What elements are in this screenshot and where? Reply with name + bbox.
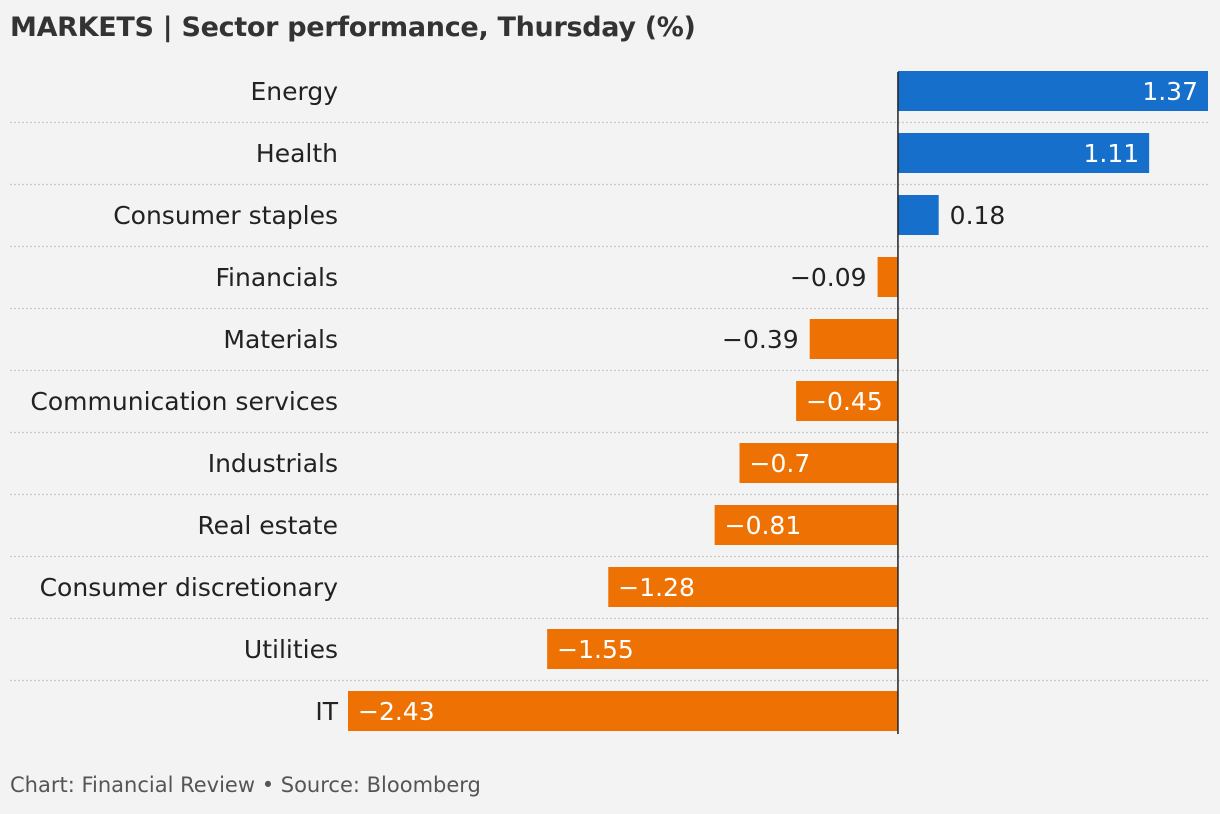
bar-positive — [897, 133, 1150, 173]
bar-negative — [877, 257, 898, 297]
bar-negative — [739, 443, 898, 483]
category-label: IT — [315, 697, 338, 726]
bar-negative — [796, 381, 898, 421]
bar-value-label: −2.43 — [358, 697, 435, 726]
category-label: Real estate — [197, 511, 338, 540]
category-label: Health — [256, 139, 338, 168]
chart-source-footer: Chart: Financial Review • Source: Bloomb… — [10, 773, 481, 797]
bar-value-label: −0.45 — [806, 387, 883, 416]
bar-value-label: −0.81 — [725, 511, 802, 540]
category-label: Materials — [223, 325, 338, 354]
bar-negative — [608, 567, 898, 607]
bar-value-label: 1.37 — [1142, 77, 1198, 106]
bar-value-label: −1.55 — [557, 635, 634, 664]
bar-value-label: 1.11 — [1083, 139, 1139, 168]
category-label: Consumer staples — [113, 201, 338, 230]
bar-positive — [897, 71, 1208, 111]
category-label: Utilities — [244, 635, 338, 664]
category-label: Consumer discretionary — [40, 573, 339, 602]
bar-value-label: −1.28 — [618, 573, 695, 602]
bar-value-label: −0.09 — [790, 263, 867, 292]
bar-value-label: 0.18 — [950, 201, 1006, 230]
bar-positive — [897, 195, 939, 235]
bar-value-label: −0.7 — [750, 449, 811, 478]
bar-negative — [348, 691, 898, 731]
bar-negative — [809, 319, 898, 359]
category-label: Financials — [216, 263, 339, 292]
bar-value-label: −0.39 — [722, 325, 799, 354]
bar-negative — [714, 505, 898, 545]
bar-negative — [547, 629, 898, 669]
category-label: Energy — [250, 77, 338, 106]
category-label: Communication services — [30, 387, 338, 416]
chart-title: MARKETS | Sector performance, Thursday (… — [10, 12, 696, 43]
category-label: Industrials — [208, 449, 338, 478]
